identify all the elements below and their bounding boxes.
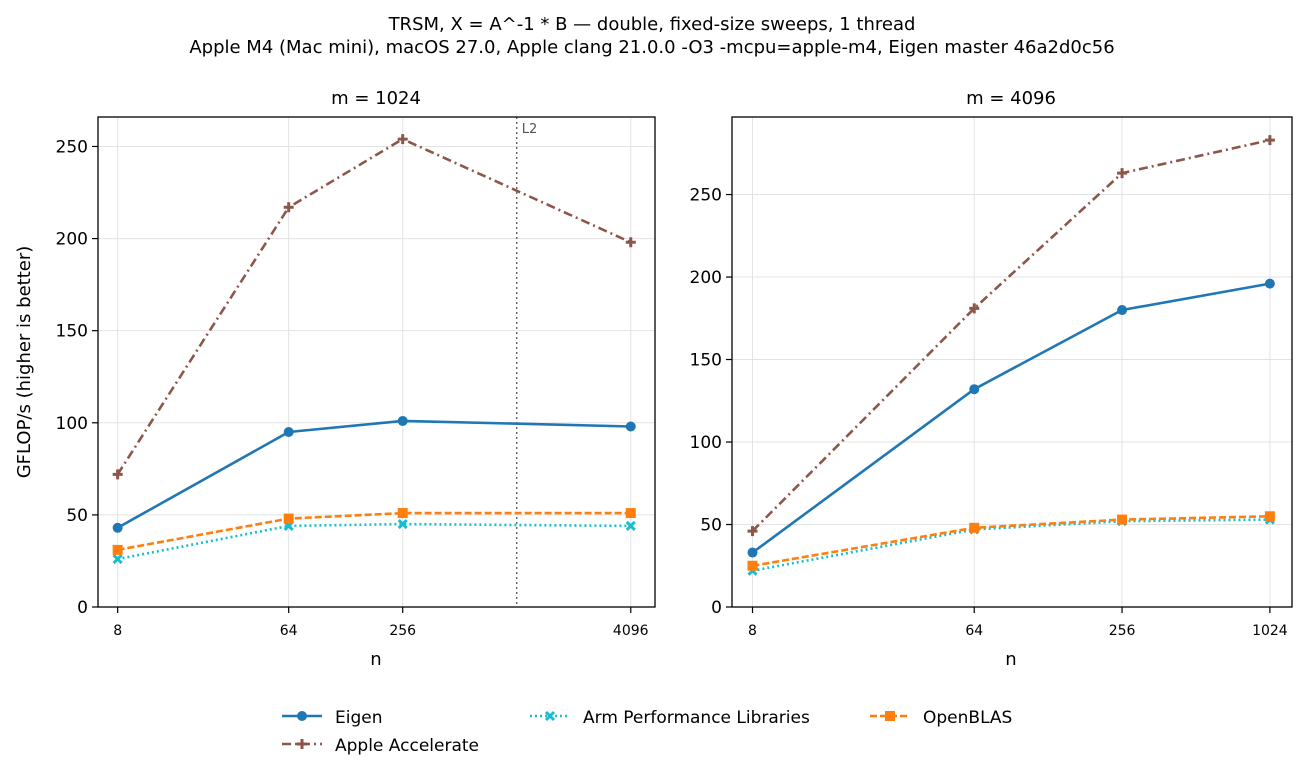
series-line xyxy=(117,522,631,561)
data-point xyxy=(1117,168,1128,179)
series-line xyxy=(751,138,1271,533)
data-point xyxy=(1264,135,1275,146)
legend-item-arm-performance-libraries: Arm Performance Libraries xyxy=(530,708,810,728)
data-point xyxy=(1264,278,1275,289)
data-point xyxy=(397,519,408,530)
chart-panel-m1024: m = 1024 n GFLOP/s (higher is better) L2… xyxy=(14,88,656,670)
x-tick-label: 64 xyxy=(280,623,298,639)
data-point xyxy=(1117,305,1128,316)
series-arm-performance-libraries xyxy=(112,519,636,565)
data-point xyxy=(625,520,636,532)
x-tick-label: 1024 xyxy=(1252,623,1288,639)
legend-item-apple-accelerate: Apple Accelerate xyxy=(282,736,479,756)
data-point xyxy=(747,560,758,571)
data-point xyxy=(747,547,758,558)
data-point xyxy=(625,508,636,519)
y-tick-label: 200 xyxy=(690,268,722,288)
data-point xyxy=(747,526,758,537)
x-tick-label: 8 xyxy=(113,623,122,639)
legend: Eigen Apple Accelerate Arm Performance L… xyxy=(282,708,1012,756)
x-tick-label: 64 xyxy=(965,623,983,639)
series-line xyxy=(116,419,631,529)
series-line xyxy=(116,137,632,476)
plot-frame xyxy=(731,116,1293,608)
y-tick-label: 100 xyxy=(690,433,722,453)
data-point xyxy=(112,522,123,533)
legend-label: Arm Performance Libraries xyxy=(583,708,810,728)
series-line xyxy=(117,511,631,552)
data-point xyxy=(625,237,636,248)
figure-title-line1: TRSM, X = A^-1 * B — double, fixed-size … xyxy=(388,14,916,35)
data-point xyxy=(969,522,980,533)
y-tick-label: 0 xyxy=(77,598,88,618)
legend-marker xyxy=(544,710,556,722)
data-point xyxy=(397,415,408,426)
y-tick-label: 250 xyxy=(690,186,722,206)
y-tick-label: 250 xyxy=(56,137,88,157)
y-tick-label: 0 xyxy=(711,598,722,618)
chart-panel-m4096: m = 4096 n 0 50 100 150 200 250 8 64 256 1024 xyxy=(690,88,1293,670)
data-point xyxy=(625,421,636,432)
x-tick-label: 4096 xyxy=(613,623,649,639)
x-tick-label: 8 xyxy=(748,623,757,639)
data-point xyxy=(1117,514,1128,525)
x-tick-label: 256 xyxy=(389,623,416,639)
y-tick-label: 50 xyxy=(66,506,88,526)
series-line xyxy=(752,515,1270,568)
series-apple-accelerate xyxy=(112,134,636,480)
y-tick-label: 150 xyxy=(56,322,88,342)
data-point xyxy=(283,513,294,524)
x-axis-label: n xyxy=(1005,649,1016,670)
series-apple-accelerate xyxy=(747,135,1275,537)
legend-swatch xyxy=(282,711,322,721)
legend-swatch xyxy=(870,711,910,721)
series-eigen xyxy=(112,415,636,533)
panel-title: m = 1024 xyxy=(331,88,421,109)
figure-title-line2: Apple M4 (Mac mini), macOS 27.0, Apple c… xyxy=(189,37,1114,58)
legend-label: Apple Accelerate xyxy=(335,736,479,756)
y-tick-label: 50 xyxy=(700,516,722,536)
series-eigen xyxy=(747,278,1275,558)
legend-marker xyxy=(297,739,307,749)
data-point xyxy=(112,469,123,480)
y-tick-label: 200 xyxy=(56,230,88,250)
legend-marker xyxy=(297,711,307,721)
panel-title: m = 4096 xyxy=(966,88,1056,109)
data-point xyxy=(112,544,123,555)
legend-item-eigen: Eigen xyxy=(282,708,383,728)
data-point xyxy=(397,508,408,519)
legend-item-openblas: OpenBLAS xyxy=(870,708,1012,728)
data-point xyxy=(397,134,408,145)
data-point xyxy=(969,384,980,395)
series-line xyxy=(752,518,1270,572)
legend-label: Eigen xyxy=(335,708,383,728)
series-line xyxy=(751,282,1271,554)
plot-frame xyxy=(97,116,656,608)
x-axis-label: n xyxy=(370,649,381,670)
y-tick-label: 100 xyxy=(56,414,88,434)
y-tick-label: 150 xyxy=(690,351,722,371)
l2-label: L2 xyxy=(522,122,538,137)
legend-label: OpenBLAS xyxy=(923,708,1012,728)
data-point xyxy=(283,427,294,437)
data-point xyxy=(283,202,294,213)
legend-swatch xyxy=(282,739,322,749)
legend-marker xyxy=(885,711,895,721)
data-point xyxy=(1264,511,1275,522)
data-point xyxy=(969,303,980,314)
data-point xyxy=(112,554,123,565)
y-axis-label: GFLOP/s (higher is better) xyxy=(14,246,35,479)
series-openblas xyxy=(112,508,636,555)
series-openblas xyxy=(747,511,1275,571)
x-tick-label: 256 xyxy=(1109,623,1136,639)
legend-swatch xyxy=(530,710,570,722)
